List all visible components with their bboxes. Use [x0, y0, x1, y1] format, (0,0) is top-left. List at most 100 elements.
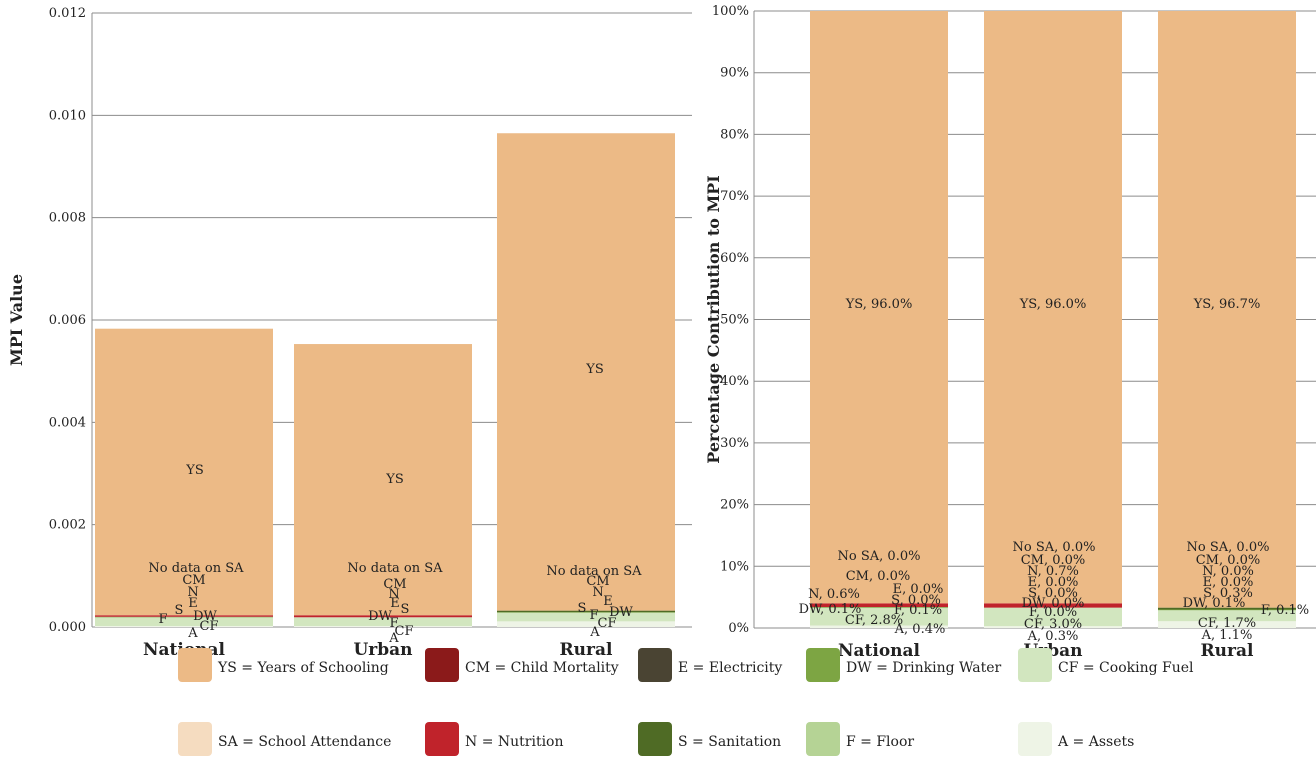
- y-tick-label: 0%: [728, 621, 749, 636]
- data-label: DW, 0.1%: [799, 602, 862, 617]
- data-label: A: [388, 631, 399, 646]
- data-label: S: [401, 602, 410, 617]
- data-label: YS: [385, 472, 404, 487]
- y-tick-label: 80%: [720, 127, 749, 142]
- data-label: S: [175, 603, 184, 618]
- legend-label: N = Nutrition: [465, 734, 564, 750]
- data-label: F, 0.1%: [1261, 603, 1309, 618]
- data-label: N, 0.6%: [808, 587, 860, 602]
- data-label: E, 0.0%: [1028, 575, 1079, 590]
- legend-label: A = Assets: [1057, 734, 1134, 750]
- data-label: CF: [598, 616, 617, 631]
- y-axis-title: Percentage Contribution to MPI: [704, 175, 723, 463]
- category-label-rural: Rural: [1201, 641, 1254, 661]
- legend-item-cf: CF = Cooking Fuel: [1018, 648, 1194, 682]
- y-tick-label: 0.000: [49, 620, 86, 635]
- legend-item-n: N = Nutrition: [425, 722, 564, 756]
- data-label: F, 0.0%: [1029, 605, 1077, 620]
- data-label: E, 0.0%: [893, 582, 944, 597]
- legend-swatch: [425, 648, 459, 682]
- bar-national-f: [810, 607, 948, 609]
- data-label: DW: [368, 609, 392, 624]
- category-label-urban: Urban: [353, 640, 412, 660]
- data-label: A, 0.3%: [1027, 629, 1079, 644]
- bar-rural-cf: [1158, 610, 1296, 622]
- data-label: A, 1.1%: [1201, 628, 1253, 643]
- bar-rural-f: [497, 612, 675, 614]
- bar-urban-a: [984, 626, 1122, 628]
- bar-rural-dw: [1158, 609, 1296, 611]
- y-tick-label: 0.012: [49, 6, 86, 21]
- data-label: F, 0.1%: [894, 603, 942, 618]
- bar-national-dw: [810, 607, 948, 608]
- category-label-rural: Rural: [560, 640, 613, 660]
- data-label: E: [390, 596, 400, 611]
- y-tick-label: 70%: [720, 189, 749, 204]
- bar-urban-a: [294, 625, 472, 627]
- data-label: E, 0.0%: [1203, 575, 1254, 590]
- bar-rural-dw: [497, 612, 675, 613]
- legend-label: CM = Child Mortality: [465, 660, 619, 676]
- legend-swatch: [425, 722, 459, 756]
- bar-rural-a: [1158, 621, 1296, 628]
- bar-urban-cf: [984, 607, 1122, 627]
- data-label: DW, 0.0%: [1022, 596, 1085, 611]
- legend-swatch: [806, 648, 840, 682]
- legend-swatch: [178, 722, 212, 756]
- legend-label: DW = Drinking Water: [846, 660, 1001, 676]
- data-label: S, 0.0%: [1028, 586, 1078, 601]
- legend-swatch: [638, 722, 672, 756]
- bar-rural-a: [497, 621, 675, 627]
- y-tick-label: 0.008: [49, 211, 86, 226]
- chart-2: 0% 10% 20% 30% 40% 50% 60% 70% 80% 90% 100% Percent…: [704, 4, 1316, 661]
- data-label: N, 0.0%: [1202, 564, 1254, 579]
- data-label: YS: [585, 362, 604, 377]
- bar-urban-ys: [984, 11, 1122, 604]
- legend-label: E = Electricity: [678, 660, 782, 676]
- category-label-national: National: [838, 641, 921, 661]
- bar-rural-s: [1158, 607, 1296, 610]
- legend: YS = Years of Schooling SA = School Atten…: [178, 648, 1194, 756]
- y-tick-label: 100%: [712, 4, 749, 19]
- data-label: S, 0.0%: [891, 593, 941, 608]
- data-label: N, 0.7%: [1027, 564, 1079, 579]
- y-tick-label: 0.006: [49, 313, 86, 328]
- y-tick-label: 20%: [720, 498, 749, 513]
- data-label: N: [388, 587, 399, 602]
- data-label: DW, 0.1%: [1183, 596, 1246, 611]
- legend-item-f: F = Floor: [806, 722, 914, 756]
- y-tick-label: 0.010: [49, 108, 86, 123]
- data-label: A: [589, 625, 600, 640]
- legend-label: F = Floor: [846, 734, 914, 750]
- bar-national-n: [810, 603, 948, 608]
- legend-item-sa: SA = School Attendance: [178, 722, 391, 756]
- bar-national-cf: [95, 617, 273, 626]
- bar-urban-ys: [294, 344, 472, 616]
- legend-label: SA = School Attendance: [218, 734, 391, 750]
- legend-label: YS = Years of Schooling: [217, 660, 389, 676]
- legend-item-dw: DW = Drinking Water: [806, 648, 1001, 682]
- legend-swatch: [638, 648, 672, 682]
- legend-item-ys: YS = Years of Schooling: [178, 648, 389, 682]
- data-label: YS, 96.0%: [845, 297, 913, 312]
- bar-urban-n: [984, 603, 1122, 608]
- data-label: No data on SA: [347, 561, 443, 576]
- data-label: No data on SA: [148, 561, 244, 576]
- data-label: No SA, 0.0%: [1187, 540, 1270, 555]
- data-label: F: [589, 608, 598, 623]
- data-label: N: [187, 585, 198, 600]
- data-label: E: [603, 594, 613, 609]
- y-tick-label: 30%: [720, 436, 749, 451]
- y-tick-label: 40%: [720, 374, 749, 389]
- legend-item-cm: CM = Child Mortality: [425, 648, 619, 682]
- data-label: CF, 3.0%: [1024, 617, 1082, 632]
- bar-national-f: [95, 617, 273, 618]
- data-label: YS, 96.7%: [1193, 297, 1261, 312]
- data-label: CM, 0.0%: [846, 569, 911, 584]
- bar-rural-cf: [497, 613, 675, 622]
- bar-national-n: [95, 615, 273, 617]
- data-label: YS: [185, 463, 204, 478]
- legend-label: CF = Cooking Fuel: [1058, 660, 1194, 676]
- data-label: CM: [182, 573, 205, 588]
- bar-urban-cf: [294, 617, 472, 626]
